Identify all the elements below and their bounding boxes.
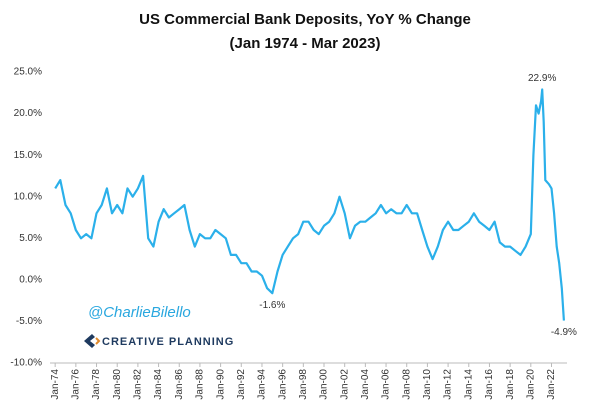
x-tick-label: Jan-92 [236, 369, 247, 400]
watermark-brand: CREATIVE PLANNING [102, 336, 234, 348]
x-tick-label: Jan-16 [484, 369, 495, 400]
watermark-handle: @CharlieBilello [88, 304, 191, 321]
brand-logo [84, 334, 101, 348]
x-tick-label: Jan-20 [525, 369, 536, 400]
x-tick-label: Jan-74 [50, 369, 61, 400]
y-tick-label: 10.0% [14, 191, 42, 202]
value-label: -1.6% [259, 300, 285, 311]
x-tick-label: Jan-06 [381, 369, 392, 400]
x-tick-label: Jan-82 [133, 369, 144, 400]
data-line [54, 88, 565, 321]
x-tick-label: Jan-02 [339, 369, 350, 400]
x-tick-label: Jan-12 [443, 369, 454, 400]
y-tick-label: 25.0% [14, 67, 42, 78]
x-tick-label: Jan-90 [215, 369, 226, 400]
y-tick-label: 15.0% [14, 150, 42, 161]
value-label: 22.9% [528, 73, 556, 84]
y-tick-label: -10.0% [10, 358, 42, 369]
x-tick-label: Jan-98 [298, 369, 309, 400]
value-label: -4.9% [551, 327, 577, 338]
y-tick-label: -5.0% [16, 316, 42, 327]
x-tick-label: Jan-78 [91, 369, 102, 400]
x-tick-label: Jan-18 [505, 369, 516, 400]
x-tick-label: Jan-86 [174, 369, 185, 400]
x-tick-label: Jan-10 [422, 369, 433, 400]
chart-title: US Commercial Bank Deposits, YoY % Chang… [139, 11, 471, 28]
x-tick-label: Jan-76 [70, 369, 81, 400]
x-tick-label: Jan-80 [112, 369, 123, 400]
y-tick-label: 5.0% [19, 233, 42, 244]
x-tick-label: Jan-00 [319, 369, 330, 400]
x-tick-label: Jan-08 [401, 369, 412, 400]
x-tick-label: Jan-88 [195, 369, 206, 400]
x-tick-label: Jan-84 [153, 369, 164, 400]
y-tick-label: 0.0% [19, 274, 42, 285]
x-tick-label: Jan-94 [257, 369, 268, 400]
x-tick-label: Jan-22 [546, 369, 557, 400]
x-tick-label: Jan-14 [463, 369, 474, 400]
x-tick-label: Jan-96 [277, 369, 288, 400]
chart-subtitle: (Jan 1974 - Mar 2023) [230, 35, 381, 52]
y-tick-label: 20.0% [14, 108, 42, 119]
x-tick-label: Jan-04 [360, 369, 371, 400]
